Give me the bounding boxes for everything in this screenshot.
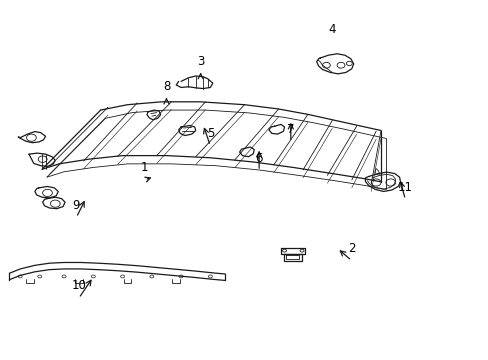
Text: 8: 8 <box>163 80 170 93</box>
Text: 6: 6 <box>255 152 263 165</box>
Text: 3: 3 <box>197 55 204 68</box>
Text: 9: 9 <box>72 199 80 212</box>
Text: 4: 4 <box>328 23 335 36</box>
Text: 10: 10 <box>71 279 86 292</box>
Text: 7: 7 <box>286 123 294 136</box>
Text: 1: 1 <box>141 161 148 174</box>
Text: 2: 2 <box>347 242 355 255</box>
Text: 11: 11 <box>397 181 412 194</box>
Text: 5: 5 <box>206 127 214 140</box>
